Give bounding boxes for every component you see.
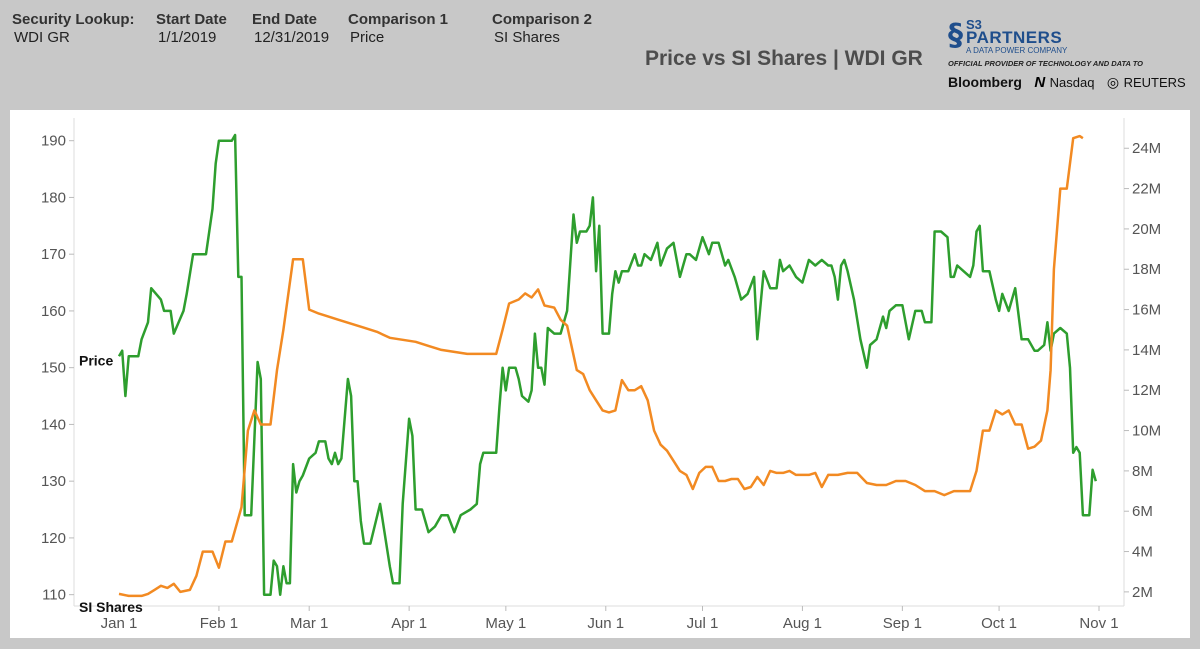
y-right-tick-label: 14M [1132,342,1161,359]
header-field-value[interactable]: Price [350,29,385,46]
logo-tagline: A DATA POWER COMPANY [966,46,1068,55]
y-right-tick-label: 8M [1132,463,1153,480]
y-right-tick-label: 16M [1132,302,1161,319]
y-left-tick-label: 170 [41,246,66,263]
header-field-comparison-2: Comparison 2 SI Shares [492,11,592,46]
brand-reuters: REUTERS [1123,75,1186,90]
nasdaq-icon: N [1034,74,1046,91]
brand-nasdaq: Nasdaq [1049,75,1095,90]
header-field-value[interactable]: SI Shares [494,29,560,46]
y-right-tick-label: 22M [1132,181,1161,198]
y-left-tick-label: 180 [41,189,66,206]
reuters-icon: ◎ [1106,74,1120,90]
logo-provider-text: OFFICIAL PROVIDER OF TECHNOLOGY AND DATA… [948,59,1144,68]
header-field-end-date: End Date 12/31/2019 [252,11,329,46]
x-tick-label: Sep 1 [883,615,922,632]
header-field-label: Comparison 2 [492,11,593,28]
header-field-value[interactable]: 1/1/2019 [158,29,217,46]
series-line-si-shares [118,134,1084,598]
y-right-tick-label: 18M [1132,261,1161,278]
y-right-tick-label: 12M [1132,382,1161,399]
header-field-label: Security Lookup: [12,11,135,28]
header-field-value[interactable]: 12/31/2019 [254,29,330,46]
x-tick-label: Oct 1 [981,615,1017,632]
y-right-tick-label: 4M [1132,544,1153,561]
header-field-security-lookup: Security Lookup: WDI GR [12,11,135,46]
header-field-label: Start Date [156,11,227,28]
x-tick-label: Nov 1 [1079,615,1118,632]
x-tick-label: Apr 1 [391,615,427,632]
y-left-tick-label: 190 [41,133,66,150]
logo-s3: S3 [966,17,982,32]
header-field-comparison-1: Comparison 1 Price [348,11,448,46]
y-left-tick-label: 140 [41,416,66,433]
x-tick-label: Feb 1 [200,615,238,632]
y-left-tick-label: 110 [42,587,66,604]
series-line-price [117,133,1098,596]
x-tick-label: May 1 [485,615,526,632]
y-left-tick-label: 130 [41,473,66,490]
x-tick-label: Jan 1 [101,615,138,632]
chart-title: Price vs SI Shares | WDI GR [645,47,923,70]
y-left-tick-label: 150 [41,360,66,377]
header-field-label: Comparison 1 [348,11,449,28]
x-tick-label: Jul 1 [687,615,719,632]
logo-name: PARTNERS [966,28,1063,47]
chart-panel: 110 120 130 140 150 160 170 180 190 2M 4M 6M 8M 10M 12… [10,110,1190,638]
y-right-tick-label: 24M [1132,140,1161,157]
x-tick-label: Aug 1 [783,615,822,632]
brand-row: Bloomberg N Nasdaq ◎ REUTERS [948,74,1194,92]
y-right-tick-label: 6M [1132,503,1153,520]
brand-bloomberg: Bloomberg [948,74,1022,90]
series-label-price: Price [79,352,113,368]
x-tick-label: Mar 1 [290,615,328,632]
series-label-si-shares: SI Shares [79,599,143,615]
header-field-start-date: Start Date 1/1/2019 [156,11,227,46]
header-field-value[interactable]: WDI GR [14,29,70,46]
price-vs-si-chart: 110 120 130 140 150 160 170 180 190 2M 4M 6M 8M 10M 12… [41,118,1161,632]
y-right-tick-label: 2M [1132,584,1153,601]
y-left-tick-label: 160 [41,303,66,320]
s3-partners-logo: § S3 PARTNERS A DATA POWER COMPANY OFFIC… [946,14,1196,98]
s3-logo-icon: § [948,18,963,53]
y-left-tick-label: 120 [41,530,66,547]
x-tick-label: Jun 1 [587,615,624,632]
y-right-tick-label: 10M [1132,423,1161,440]
y-right-tick-label: 20M [1132,221,1161,238]
header-field-label: End Date [252,11,318,28]
